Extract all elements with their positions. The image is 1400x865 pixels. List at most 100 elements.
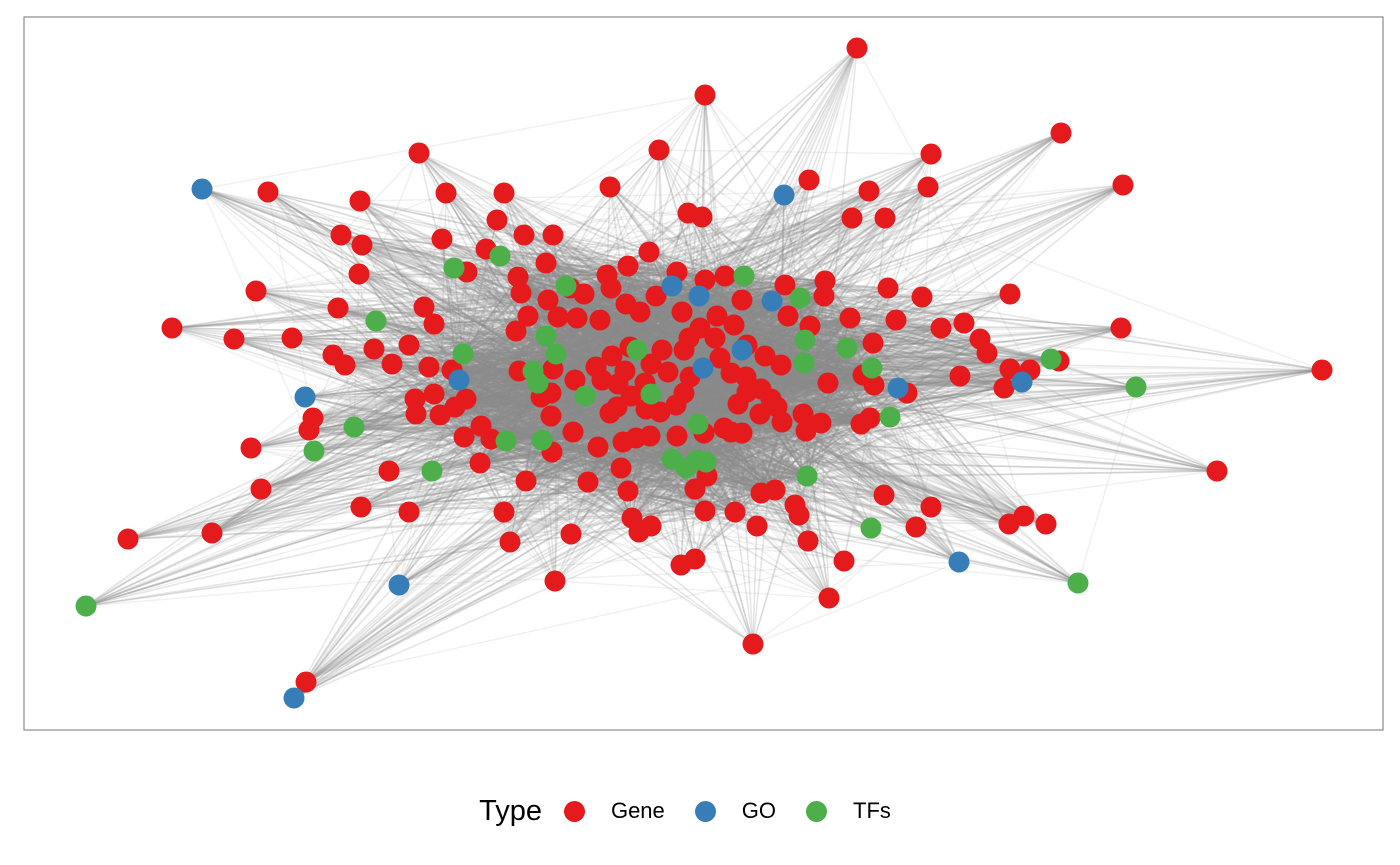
network-edge [525, 47, 858, 482]
network-edge [250, 447, 830, 599]
network-edge [802, 413, 830, 599]
network-edge [806, 475, 1079, 584]
network-edge [550, 392, 1025, 517]
network-edge [313, 450, 572, 535]
network-edge [784, 186, 929, 286]
network-edge [293, 517, 633, 699]
network-edge [809, 325, 1005, 389]
network-edge [540, 396, 830, 599]
network-edge [860, 327, 1122, 425]
network-edge [635, 437, 754, 645]
network-edge [479, 462, 754, 645]
network-edge [733, 324, 1122, 329]
network-edge [312, 417, 1079, 584]
network-edge [458, 132, 1062, 381]
network-edge [358, 273, 557, 355]
network-edge [671, 458, 960, 563]
network-edge [503, 510, 706, 513]
network-edge [291, 337, 708, 477]
network-edge [685, 47, 858, 469]
network-edge [233, 330, 517, 340]
network-edge [706, 153, 932, 477]
network-edge [431, 379, 603, 472]
network-edge [305, 349, 663, 683]
network-edge [304, 317, 578, 398]
network-edge [418, 152, 482, 427]
network-edge [610, 287, 696, 560]
network-edge [433, 393, 556, 582]
network-edge [820, 327, 1122, 424]
network-edge [523, 184, 1124, 236]
network-edge [820, 392, 908, 424]
network-edge [823, 295, 1025, 517]
network-edge [360, 430, 807, 508]
network-edge [201, 188, 822, 424]
network-edge [644, 358, 1052, 384]
network-edge [823, 295, 1323, 371]
network-edge [805, 381, 1023, 432]
network-edge [503, 192, 965, 324]
network-edge [746, 132, 1062, 346]
network-edge [694, 179, 810, 490]
network-edge [704, 94, 825, 297]
network-edge [503, 192, 699, 425]
network-edge [509, 370, 626, 543]
network-edge [704, 279, 1011, 295]
network-edge [445, 192, 762, 494]
network-edge [636, 190, 870, 351]
network-edge [398, 370, 626, 586]
network-edge [304, 349, 638, 398]
network-edge [171, 327, 1010, 525]
network-edge [211, 316, 559, 534]
network-edge [734, 511, 1079, 584]
network-edge [313, 450, 589, 483]
network-edge [780, 352, 988, 366]
network-edge [439, 248, 487, 416]
network-edge [127, 510, 706, 540]
network-edge [414, 132, 1062, 400]
network-edge [802, 413, 1079, 584]
network-edge [462, 271, 468, 355]
network-edge [776, 406, 885, 496]
network-edge [453, 267, 543, 441]
network-edge [201, 188, 559, 318]
network-edge [201, 188, 517, 332]
network-edge [823, 295, 923, 298]
network-edge [518, 190, 870, 372]
network-edge [388, 339, 806, 472]
network-edge [606, 186, 611, 276]
network-edge [291, 311, 683, 339]
network-edge [340, 192, 447, 236]
network-edge [671, 369, 1323, 460]
network-edge [453, 267, 772, 400]
network-edge [730, 372, 1218, 472]
network-edge [869, 417, 872, 529]
network-edge [743, 217, 886, 277]
network-edge [260, 451, 553, 490]
network-edge [201, 94, 706, 190]
network-edge [85, 435, 651, 607]
network-edge [305, 441, 624, 683]
network-edge [552, 234, 761, 415]
network-edge [375, 320, 874, 344]
network-edge [809, 325, 1052, 360]
network-edge [255, 290, 559, 318]
network-edge [267, 191, 851, 319]
network-edge [353, 426, 725, 429]
network-edge [659, 411, 696, 560]
network-edge [340, 234, 613, 357]
network-edge [260, 392, 552, 490]
network-edge [509, 376, 747, 543]
network-edge [360, 392, 908, 508]
network-edge [871, 367, 1023, 383]
network-edge [423, 192, 447, 308]
network-edge [291, 274, 608, 339]
network-edge [408, 408, 647, 513]
network-edge [565, 285, 1079, 584]
network-edge [353, 383, 619, 428]
network-edge [398, 436, 465, 586]
network-edge [211, 414, 441, 534]
network-edge [85, 511, 736, 607]
network-edge [260, 431, 574, 490]
network-edge [554, 285, 567, 582]
